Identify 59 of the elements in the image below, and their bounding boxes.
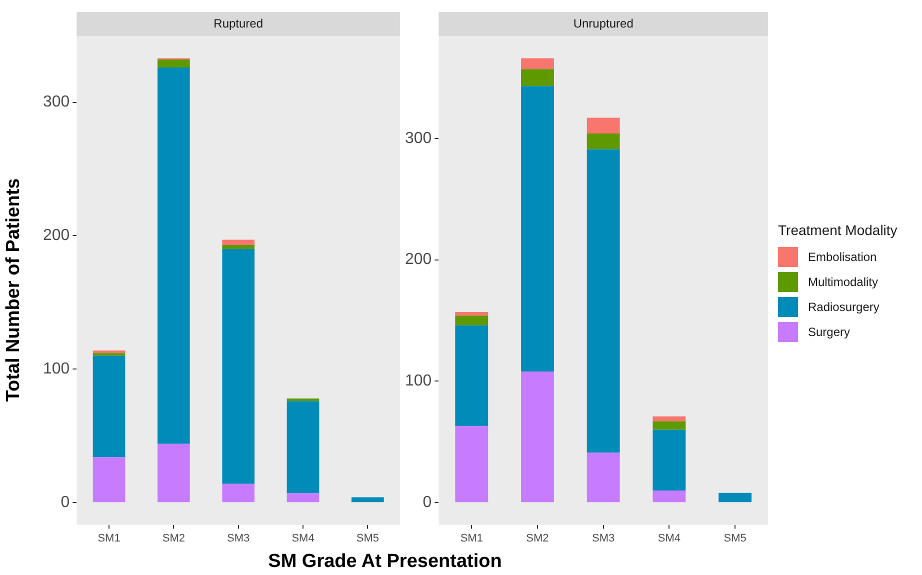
bar [521, 86, 554, 372]
bar [455, 325, 488, 426]
bar [586, 149, 620, 453]
legend-label: Multimodality [808, 274, 878, 288]
bar [586, 118, 620, 134]
bar [286, 493, 320, 502]
chart-title: Ruptured [214, 16, 264, 30]
bar [586, 133, 620, 150]
y-tick-label: 300 [404, 130, 432, 147]
bar [286, 398, 320, 402]
bar [718, 492, 752, 502]
legend-label: Surgery [808, 324, 850, 338]
legend-title: Treatment Modality [778, 222, 898, 238]
x-tick-label: SM5 [724, 532, 746, 544]
bar [92, 353, 126, 356]
x-axis-title: SM Grade At Presentation [267, 551, 503, 573]
x-tick-label: SM4 [292, 532, 314, 544]
bar [158, 68, 190, 444]
bar [652, 416, 686, 422]
y-tick-label: 300 [42, 94, 70, 111]
bar [222, 245, 255, 250]
x-tick-label: SM1 [460, 532, 483, 544]
bar [652, 430, 686, 490]
x-tick-label: SM5 [356, 532, 379, 544]
y-tick-label: 200 [42, 227, 70, 244]
y-axis-title: Total Number of Patients [3, 178, 25, 402]
bar [222, 249, 255, 484]
bar [652, 490, 686, 502]
bar [222, 484, 255, 502]
bar [455, 426, 488, 502]
bar [586, 452, 620, 502]
bar [92, 350, 126, 354]
bar [92, 457, 126, 502]
y-tick-label: 100 [404, 372, 432, 390]
bar [286, 401, 320, 494]
legend-label: Radiosurgery [808, 300, 880, 314]
x-tick-label: SM4 [658, 532, 681, 544]
bar [222, 240, 255, 246]
y-tick-label: 0 [60, 494, 70, 511]
bar [521, 58, 554, 70]
bar [352, 497, 384, 502]
x-tick-label: SM2 [162, 532, 185, 544]
bar [521, 69, 554, 86]
bar [455, 312, 488, 316]
y-tick-label: 200 [404, 251, 432, 268]
y-tick-label: 0 [422, 494, 432, 511]
bar [158, 60, 190, 68]
y-tick-label: 100 [42, 360, 70, 378]
x-tick-label: SM3 [227, 532, 250, 544]
bar [92, 356, 126, 458]
chart-title: Unruptured [573, 16, 634, 30]
bar [158, 444, 190, 502]
bar [455, 316, 488, 326]
x-tick-label: SM2 [526, 532, 549, 544]
bar [521, 371, 554, 502]
x-tick-label: SM3 [592, 532, 615, 544]
legend-label: Embolisation [808, 250, 877, 264]
bar [652, 421, 686, 430]
x-tick-label: SM1 [98, 532, 120, 544]
